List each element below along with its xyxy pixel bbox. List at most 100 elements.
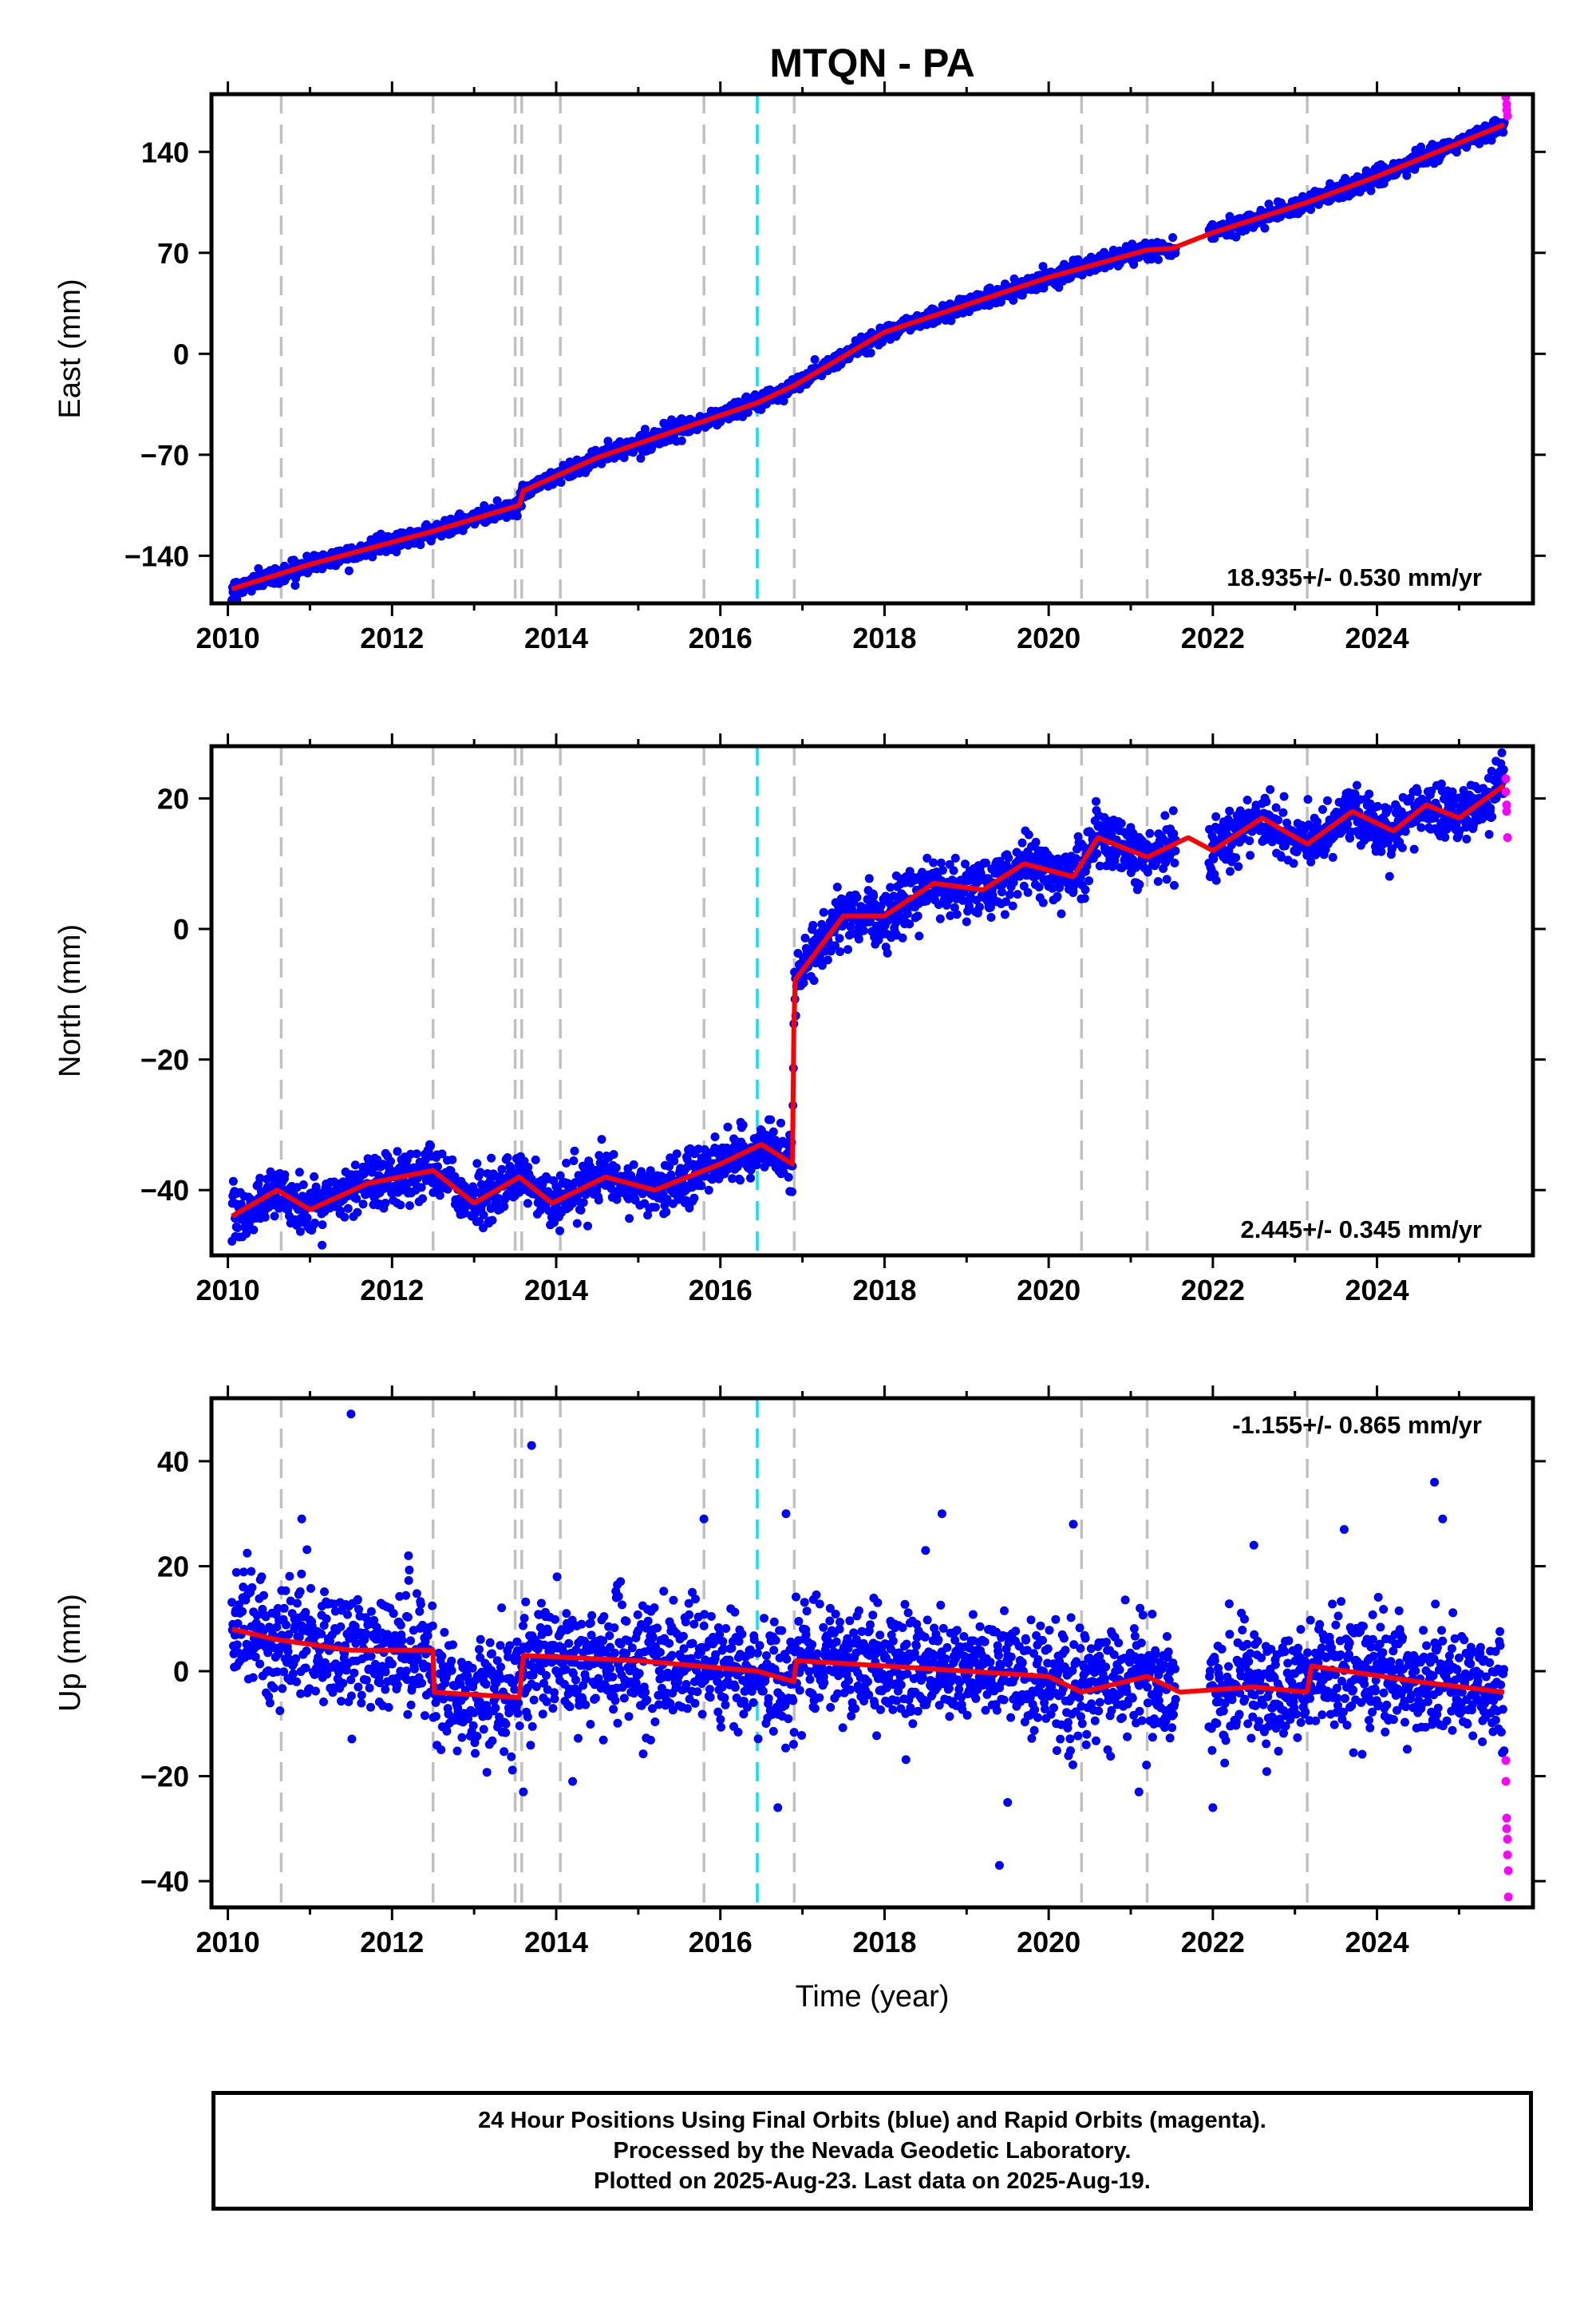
- final-orbit-point: [1266, 785, 1275, 794]
- final-orbit-point: [768, 1127, 778, 1136]
- final-orbit-point: [579, 1198, 588, 1207]
- final-orbit-point: [746, 1165, 756, 1175]
- final-orbit-point: [935, 914, 945, 923]
- east-rate-label: 18.935+/- 0.530 mm/yr: [1227, 563, 1482, 591]
- final-orbit-point: [294, 1168, 304, 1177]
- final-orbit-point: [1092, 849, 1102, 859]
- final-orbit-point: [1260, 223, 1270, 233]
- final-orbit-point: [310, 1218, 319, 1227]
- final-orbit-point: [936, 858, 946, 868]
- final-orbit-point: [670, 1156, 679, 1166]
- final-orbit-point: [1400, 827, 1410, 836]
- final-orbit-point: [766, 1115, 776, 1124]
- final-orbit-point: [1162, 875, 1171, 884]
- final-orbit-point: [594, 1196, 603, 1205]
- final-orbit-point: [689, 1193, 699, 1203]
- final-orbit-point: [609, 1150, 618, 1159]
- final-orbit-point: [1000, 910, 1009, 919]
- final-orbit-point: [986, 913, 996, 922]
- final-orbit-point: [780, 1162, 788, 1171]
- final-orbit-point: [405, 1201, 414, 1211]
- final-orbit-point: [1143, 868, 1152, 877]
- final-orbit-point: [290, 581, 300, 590]
- final-orbit-point: [426, 1141, 436, 1151]
- final-orbit-point: [629, 1160, 638, 1169]
- final-orbit-point: [603, 437, 613, 446]
- final-orbit-point: [723, 1122, 733, 1132]
- final-orbit-point: [662, 1207, 671, 1217]
- final-orbit-point: [1226, 867, 1235, 876]
- final-orbit-point: [835, 934, 844, 943]
- final-orbit-point: [270, 1211, 279, 1221]
- final-orbit-point: [746, 1173, 755, 1183]
- final-orbit-point: [738, 1120, 748, 1130]
- final-orbit-point: [1366, 186, 1376, 196]
- final-orbit-point: [946, 316, 956, 326]
- x-tick-label: 2016: [689, 622, 753, 654]
- final-orbit-point: [1057, 909, 1066, 919]
- final-orbit-point: [1009, 878, 1018, 887]
- final-orbit-point: [859, 926, 868, 935]
- final-orbit-point: [1031, 837, 1041, 847]
- final-orbit-point: [998, 887, 1006, 897]
- final-orbit-point: [809, 976, 819, 986]
- final-orbit-point: [569, 1156, 579, 1165]
- final-orbit-point: [343, 1203, 353, 1213]
- final-orbit-point: [1373, 801, 1382, 811]
- final-orbit-point: [228, 1176, 238, 1186]
- final-orbit-point: [1053, 891, 1062, 901]
- final-orbit-point: [437, 1149, 447, 1159]
- east-model-curve: [231, 122, 1506, 591]
- final-orbit-point: [788, 1187, 796, 1196]
- panel-north: 2010 2012 2014 2016 2018 2020 2022 2024−40−2002…: [53, 733, 1546, 1306]
- final-orbit-point: [883, 948, 892, 958]
- final-orbit-point: [336, 1206, 346, 1215]
- final-orbit-point: [1277, 852, 1286, 862]
- final-orbit-point: [743, 408, 753, 417]
- final-orbit-point: [562, 1158, 571, 1168]
- x-tick-label: 2014: [524, 622, 588, 654]
- final-orbit-point: [344, 566, 354, 575]
- final-orbit-point: [503, 1153, 512, 1162]
- final-orbit-point: [260, 1212, 270, 1222]
- y-tick-label: −140: [124, 539, 189, 572]
- final-orbit-point: [869, 891, 879, 901]
- final-orbit-point: [1054, 283, 1064, 292]
- final-orbit-point: [1084, 876, 1094, 886]
- final-orbit-point: [950, 903, 959, 912]
- final-orbit-point: [396, 1200, 405, 1210]
- final-orbit-point: [1279, 792, 1289, 801]
- final-orbit-point: [1048, 883, 1057, 893]
- final-orbit-point: [1005, 890, 1015, 899]
- final-orbit-point: [570, 1146, 579, 1156]
- final-orbit-point: [876, 901, 886, 911]
- final-orbit-point: [352, 1194, 361, 1203]
- final-orbit-point: [677, 436, 686, 445]
- final-orbit-point: [381, 1199, 390, 1207]
- east-final-orbit-points: [227, 116, 1509, 603]
- final-orbit-point: [1231, 853, 1241, 863]
- final-orbit-point: [597, 459, 606, 468]
- final-orbit-point: [512, 512, 522, 521]
- final-orbit-point: [476, 1168, 485, 1177]
- final-orbit-point: [497, 1164, 507, 1174]
- final-orbit-point: [810, 355, 820, 364]
- final-orbit-point: [1023, 887, 1033, 897]
- final-orbit-point: [535, 1206, 545, 1215]
- final-orbit-point: [1303, 795, 1313, 804]
- final-orbit-point: [808, 920, 818, 930]
- final-orbit-point: [472, 1159, 482, 1168]
- final-orbit-point: [950, 853, 960, 863]
- final-orbit-point: [417, 1183, 426, 1192]
- x-tick-label: 2010: [196, 622, 260, 654]
- final-orbit-point: [350, 1160, 360, 1170]
- final-orbit-point: [433, 1162, 442, 1172]
- final-orbit-point: [898, 933, 907, 943]
- final-orbit-point: [864, 874, 874, 883]
- final-orbit-point: [1246, 851, 1255, 860]
- final-orbit-point: [1001, 897, 1010, 907]
- final-orbit-point: [949, 866, 958, 875]
- final-orbit-point: [1019, 881, 1029, 891]
- x-tick-label: 2020: [1017, 622, 1080, 654]
- final-orbit-point: [1211, 875, 1221, 885]
